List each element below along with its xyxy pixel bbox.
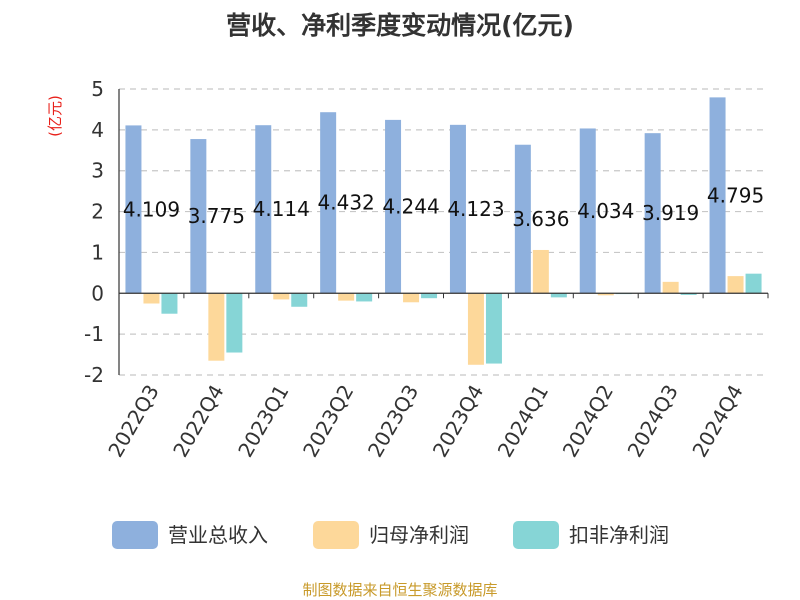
chart-title: 营收、净利季度变动情况(亿元) (226, 11, 574, 40)
bar-2-2024Q4 (727, 276, 744, 294)
bar-3-2023Q3 (421, 293, 438, 299)
bar-1-2023Q2 (320, 112, 337, 294)
legend-swatch (112, 521, 158, 549)
y-tick-label: -1 (84, 322, 104, 346)
y-tick-label: 1 (91, 240, 104, 264)
data-label: 4.432 (318, 191, 375, 215)
bar-2-2023Q1 (273, 293, 290, 300)
x-tick-label: 2023Q3 (363, 381, 423, 462)
x-tick-label: 2024Q4 (687, 381, 747, 462)
x-tick-label: 2022Q3 (103, 381, 163, 462)
y-axis-label: (亿元) (46, 95, 64, 137)
source-note: 制图数据来自恒生聚源数据库 (302, 581, 497, 599)
bar-3-2023Q1 (291, 293, 308, 307)
bar-1-2022Q4 (190, 139, 207, 294)
bar-1-2023Q3 (385, 119, 402, 294)
bar-2-2022Q3 (143, 293, 160, 304)
legend-swatch (513, 521, 559, 549)
bar-1-2024Q4 (709, 97, 726, 294)
data-label: 4.034 (577, 199, 634, 223)
bar-1-2023Q1 (255, 125, 272, 294)
bar-1-2023Q4 (449, 124, 466, 294)
data-labels: 4.109 3.775 4.114 4.432 4.244 4.123 3.636 4.034… (123, 183, 764, 231)
bar-2-2023Q2 (338, 293, 355, 301)
bar-3-2024Q4 (745, 273, 762, 294)
bars (125, 97, 762, 365)
x-tick-label: 2024Q3 (623, 381, 683, 462)
y-tick-label: 5 (91, 77, 104, 101)
bar-2-2024Q3 (662, 281, 679, 294)
bar-1-2024Q2 (579, 128, 596, 294)
data-label: 3.919 (642, 201, 699, 225)
data-label: 3.775 (188, 204, 245, 228)
data-label: 4.123 (447, 197, 504, 221)
legend-label: 归母净利润 (369, 523, 469, 547)
data-label: 4.795 (707, 183, 764, 207)
x-tick-label: 2023Q1 (233, 381, 293, 462)
x-tick-label: 2024Q2 (558, 381, 618, 462)
legend-item-2[interactable]: 归母净利润 (313, 521, 469, 549)
legend-label: 营业总收入 (168, 523, 268, 547)
bar-3-2024Q3 (680, 293, 697, 295)
data-label: 3.636 (512, 207, 569, 231)
bar-2-2023Q4 (467, 293, 484, 365)
y-tick-label: 0 (91, 281, 104, 305)
y-tick-label: 3 (91, 159, 104, 183)
legend-swatch (313, 521, 359, 549)
bar-1-2024Q1 (514, 144, 531, 294)
bar-3-2023Q4 (485, 293, 502, 364)
legend[interactable]: 营业总收入 归母净利润 扣非净利润 (112, 521, 669, 549)
y-axis-ticks: -2 -1 0 1 2 3 4 5 (84, 77, 120, 387)
y-tick-label: 2 (91, 200, 104, 224)
bar-3-2024Q1 (550, 293, 567, 298)
bar-3-2023Q2 (356, 293, 373, 302)
x-tick-label: 2023Q4 (428, 381, 488, 462)
bar-2-2024Q2 (597, 293, 614, 296)
bar-1-2022Q3 (125, 125, 142, 294)
bar-3-2022Q3 (161, 293, 178, 314)
bar-1-2024Q3 (644, 133, 661, 294)
x-axis: 2022Q3 2022Q4 2023Q1 2023Q2 2023Q3 2023Q4 2024… (103, 292, 769, 462)
data-label: 4.244 (382, 195, 439, 219)
x-tick-label: 2024Q1 (493, 381, 553, 462)
bar-2-2024Q1 (532, 249, 549, 294)
bar-2-2023Q3 (403, 293, 420, 303)
legend-label: 扣非净利润 (569, 523, 669, 547)
y-tick-label: 4 (91, 118, 104, 142)
x-tick-label: 2023Q2 (298, 381, 358, 462)
legend-item-1[interactable]: 营业总收入 (112, 521, 268, 549)
data-label: 4.114 (253, 197, 310, 221)
bar-2-2022Q4 (208, 293, 225, 361)
y-tick-label: -2 (84, 363, 104, 387)
data-label: 4.109 (123, 197, 180, 221)
bar-3-2022Q4 (226, 293, 243, 353)
legend-item-3[interactable]: 扣非净利润 (513, 521, 669, 549)
x-tick-label: 2022Q4 (168, 381, 228, 462)
